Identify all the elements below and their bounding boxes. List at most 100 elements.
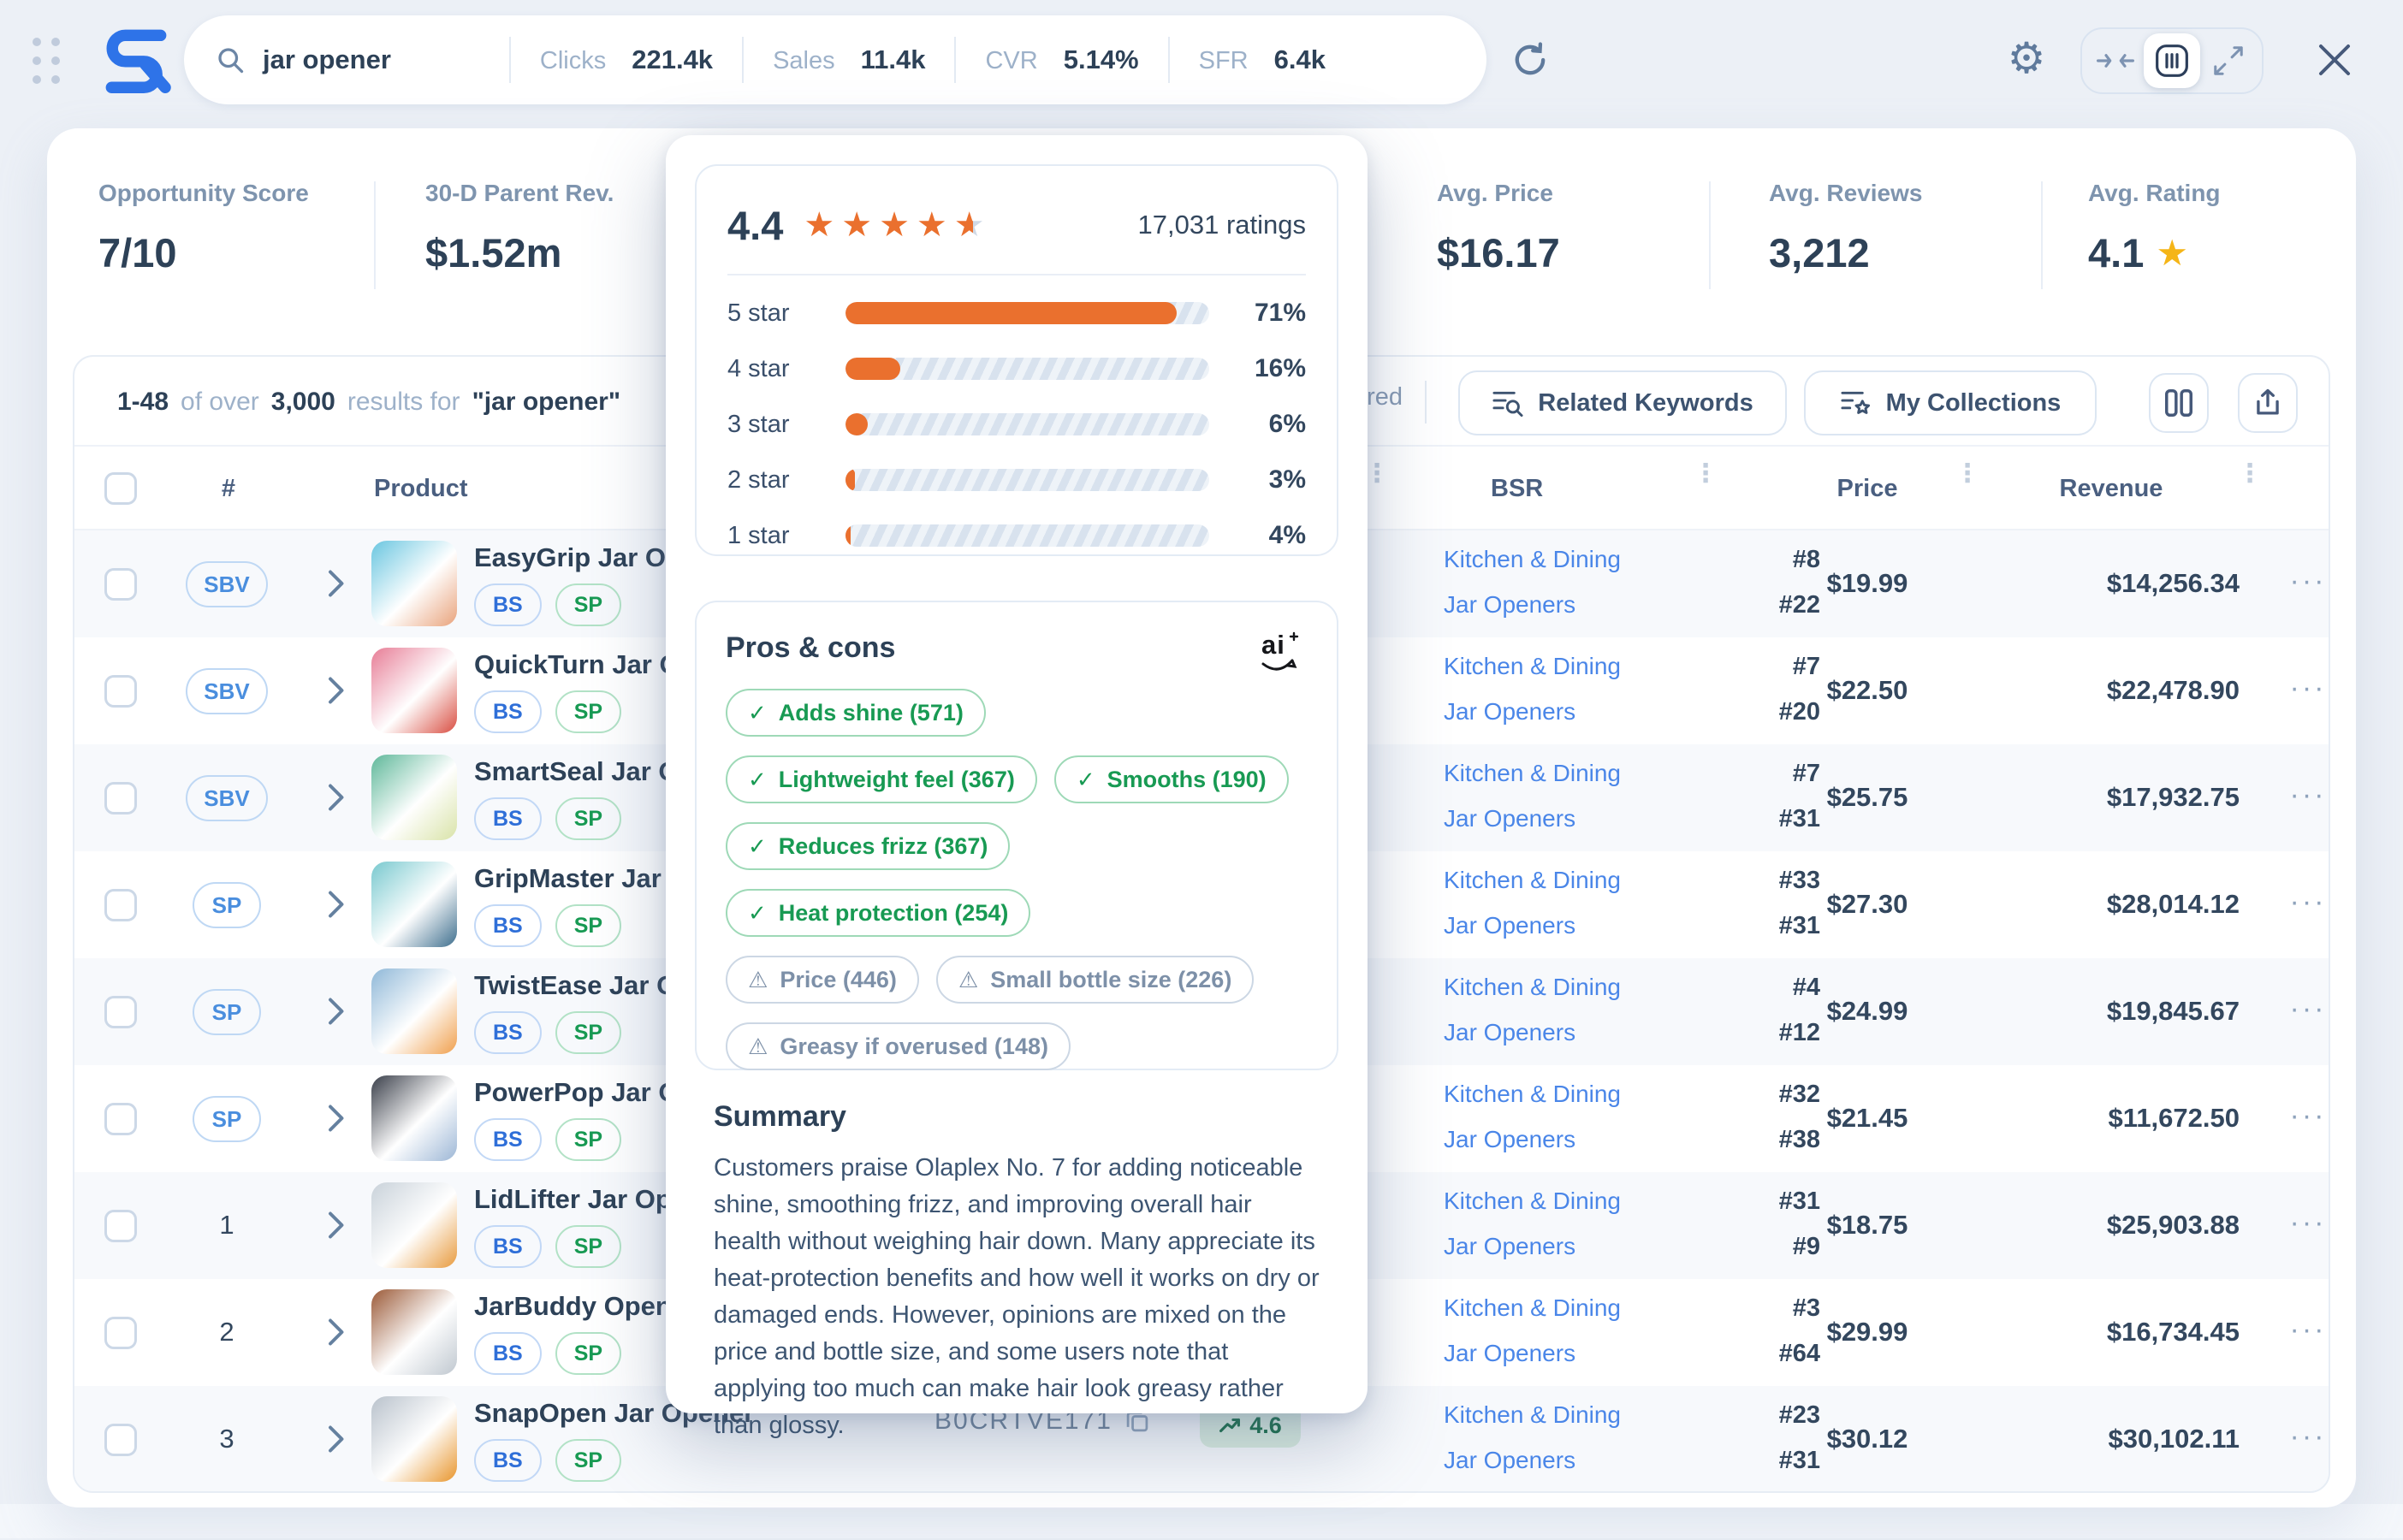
expand-row-chevron-icon[interactable] — [324, 1317, 355, 1348]
export-share-button[interactable] — [2238, 373, 2298, 433]
warning-icon: ⚠ — [958, 966, 979, 992]
bsr-category-link[interactable]: Jar Openers — [1444, 1019, 1576, 1045]
row-menu-icon[interactable]: ··· — [2289, 1420, 2327, 1453]
row-checkbox[interactable] — [104, 1103, 137, 1135]
metric-divider — [954, 37, 957, 83]
con-pill[interactable]: ⚠ Small bottle size (226) — [935, 956, 1255, 1004]
row-menu-icon[interactable]: ··· — [2289, 886, 2327, 918]
bsr-category-link[interactable]: Jar Openers — [1444, 805, 1576, 832]
bsr-category-link[interactable]: Jar Openers — [1444, 912, 1576, 939]
product-name[interactable]: JarBuddy Opener — [474, 1291, 697, 1321]
product-image[interactable] — [371, 968, 457, 1054]
bsr-category-link[interactable]: Jar Openers — [1444, 591, 1576, 618]
revenue-cell: $25,903.88 — [2106, 1210, 2240, 1240]
product-image[interactable] — [371, 648, 457, 733]
my-collections-button[interactable]: My Collections — [1804, 370, 2097, 435]
bsr-category-link[interactable]: Jar Openers — [1444, 698, 1576, 725]
bsr-category-link[interactable]: Kitchen & Dining — [1444, 760, 1622, 786]
bsr-category-link[interactable]: Kitchen & Dining — [1444, 974, 1622, 1000]
bsr-category-link[interactable]: Kitchen & Dining — [1444, 1188, 1622, 1214]
row-menu-icon[interactable]: ··· — [2289, 779, 2327, 811]
bsr-category-link[interactable]: Kitchen & Dining — [1444, 1081, 1622, 1107]
product-image[interactable] — [371, 1182, 457, 1268]
drag-handle-icon[interactable] — [33, 38, 60, 84]
row-checkbox[interactable] — [104, 1317, 137, 1349]
pro-pill[interactable]: ✓ Reduces frizz (367) — [726, 822, 1011, 870]
bsr-category-link[interactable]: Jar Openers — [1444, 1340, 1576, 1366]
column-header-revenue[interactable]: Revenue — [2059, 475, 2163, 502]
bsr-category-link[interactable]: Kitchen & Dining — [1444, 1294, 1622, 1321]
search-input[interactable]: jar opener — [263, 44, 391, 74]
bsr-category-link[interactable]: Kitchen & Dining — [1444, 1401, 1622, 1428]
bsr-category-link[interactable]: Jar Openers — [1444, 1233, 1576, 1259]
row-menu-icon[interactable]: ··· — [2289, 1099, 2327, 1132]
row-checkbox[interactable] — [104, 675, 137, 708]
collapse-view-button[interactable] — [2087, 33, 2144, 88]
expand-row-chevron-icon[interactable] — [324, 782, 355, 813]
pro-pill-label: Smooths (190) — [1107, 766, 1267, 792]
bsr-category-link[interactable]: Jar Openers — [1444, 1126, 1576, 1152]
con-pill[interactable]: ⚠ Greasy if overused (148) — [726, 1022, 1071, 1070]
expand-row-chevron-icon[interactable] — [324, 1103, 355, 1134]
pro-pill[interactable]: ✓ Smooths (190) — [1053, 755, 1289, 803]
expand-row-chevron-icon[interactable] — [324, 1424, 355, 1454]
check-icon: ✓ — [748, 699, 767, 726]
row-checkbox[interactable] — [104, 782, 137, 814]
row-checkbox[interactable] — [104, 568, 137, 601]
bsr-category-link[interactable]: Kitchen & Dining — [1444, 867, 1622, 893]
row-menu-icon[interactable]: ··· — [2289, 992, 2327, 1025]
column-menu-icon[interactable]: ⋮ — [1364, 459, 1390, 488]
column-header-product[interactable]: Product — [374, 475, 468, 502]
columns-view-button[interactable] — [2144, 33, 2200, 88]
pro-pill[interactable]: ✓ Heat protection (254) — [726, 889, 1031, 937]
rating-distribution: 5 star 71% 4 star 16% 3 star 6% 2 star 3% 1 star… — [727, 296, 1306, 553]
column-menu-icon[interactable]: ⋮ — [1955, 459, 1980, 488]
bsr-category-link[interactable]: Kitchen & Dining — [1444, 546, 1622, 572]
expand-row-chevron-icon[interactable] — [324, 675, 355, 706]
row-checkbox[interactable] — [104, 889, 137, 921]
expand-view-button[interactable] — [2200, 33, 2257, 88]
expand-row-chevron-icon[interactable] — [324, 568, 355, 599]
pro-pill[interactable]: ✓ Adds shine (571) — [726, 689, 986, 737]
star-icon: ★ — [804, 206, 842, 244]
product-image[interactable] — [371, 541, 457, 626]
related-keywords-button[interactable]: Related Keywords — [1458, 370, 1787, 435]
pro-pill-label: Heat protection (254) — [778, 899, 1009, 926]
row-menu-icon[interactable]: ··· — [2289, 1313, 2327, 1346]
compare-columns-button[interactable] — [2149, 373, 2209, 433]
expand-row-chevron-icon[interactable] — [324, 996, 355, 1027]
settings-gear-icon[interactable]: ⚙ — [2002, 34, 2050, 82]
con-pill[interactable]: ⚠ Price (446) — [726, 956, 919, 1004]
column-menu-icon[interactable]: ⋮ — [2237, 459, 2263, 488]
row-menu-icon[interactable]: ··· — [2289, 1206, 2327, 1239]
product-image[interactable] — [371, 862, 457, 947]
expand-row-chevron-icon[interactable] — [324, 889, 355, 920]
pro-pill[interactable]: ✓ Lightweight feel (367) — [726, 755, 1037, 803]
badge-sp: SP — [555, 1332, 622, 1375]
rating-bar-track — [846, 358, 1209, 380]
row-checkbox[interactable] — [104, 1210, 137, 1242]
select-all-checkbox[interactable] — [104, 472, 137, 505]
close-icon[interactable] — [2314, 38, 2358, 82]
product-image[interactable] — [371, 755, 457, 840]
bsr-category-link[interactable]: Kitchen & Dining — [1444, 653, 1622, 679]
bsr-category-link[interactable]: Jar Openers — [1444, 1447, 1576, 1473]
product-image[interactable] — [371, 1396, 457, 1482]
refresh-button[interactable] — [1508, 38, 1552, 82]
expand-row-chevron-icon[interactable] — [324, 1210, 355, 1241]
column-header-num[interactable]: # — [221, 475, 236, 502]
product-image[interactable] — [371, 1289, 457, 1375]
ai-generated-icon: ai — [1255, 628, 1302, 676]
stat-label: 30-D Parent Rev. — [425, 180, 614, 206]
column-menu-icon[interactable]: ⋮ — [1693, 459, 1718, 488]
product-image[interactable] — [371, 1075, 457, 1161]
search-bar[interactable]: jar opener Clicks 221.4k Sales 11.4k CVR 5.14… — [184, 15, 1486, 104]
column-header-price[interactable]: Price — [1836, 475, 1898, 502]
column-header-bsr[interactable]: BSR — [1491, 475, 1544, 502]
warning-icon: ⚠ — [748, 1033, 768, 1059]
row-menu-icon[interactable]: ··· — [2289, 565, 2327, 597]
row-menu-icon[interactable]: ··· — [2289, 672, 2327, 704]
row-checkbox[interactable] — [104, 1424, 137, 1456]
metric-value: 6.4k — [1273, 44, 1326, 74]
row-checkbox[interactable] — [104, 996, 137, 1028]
